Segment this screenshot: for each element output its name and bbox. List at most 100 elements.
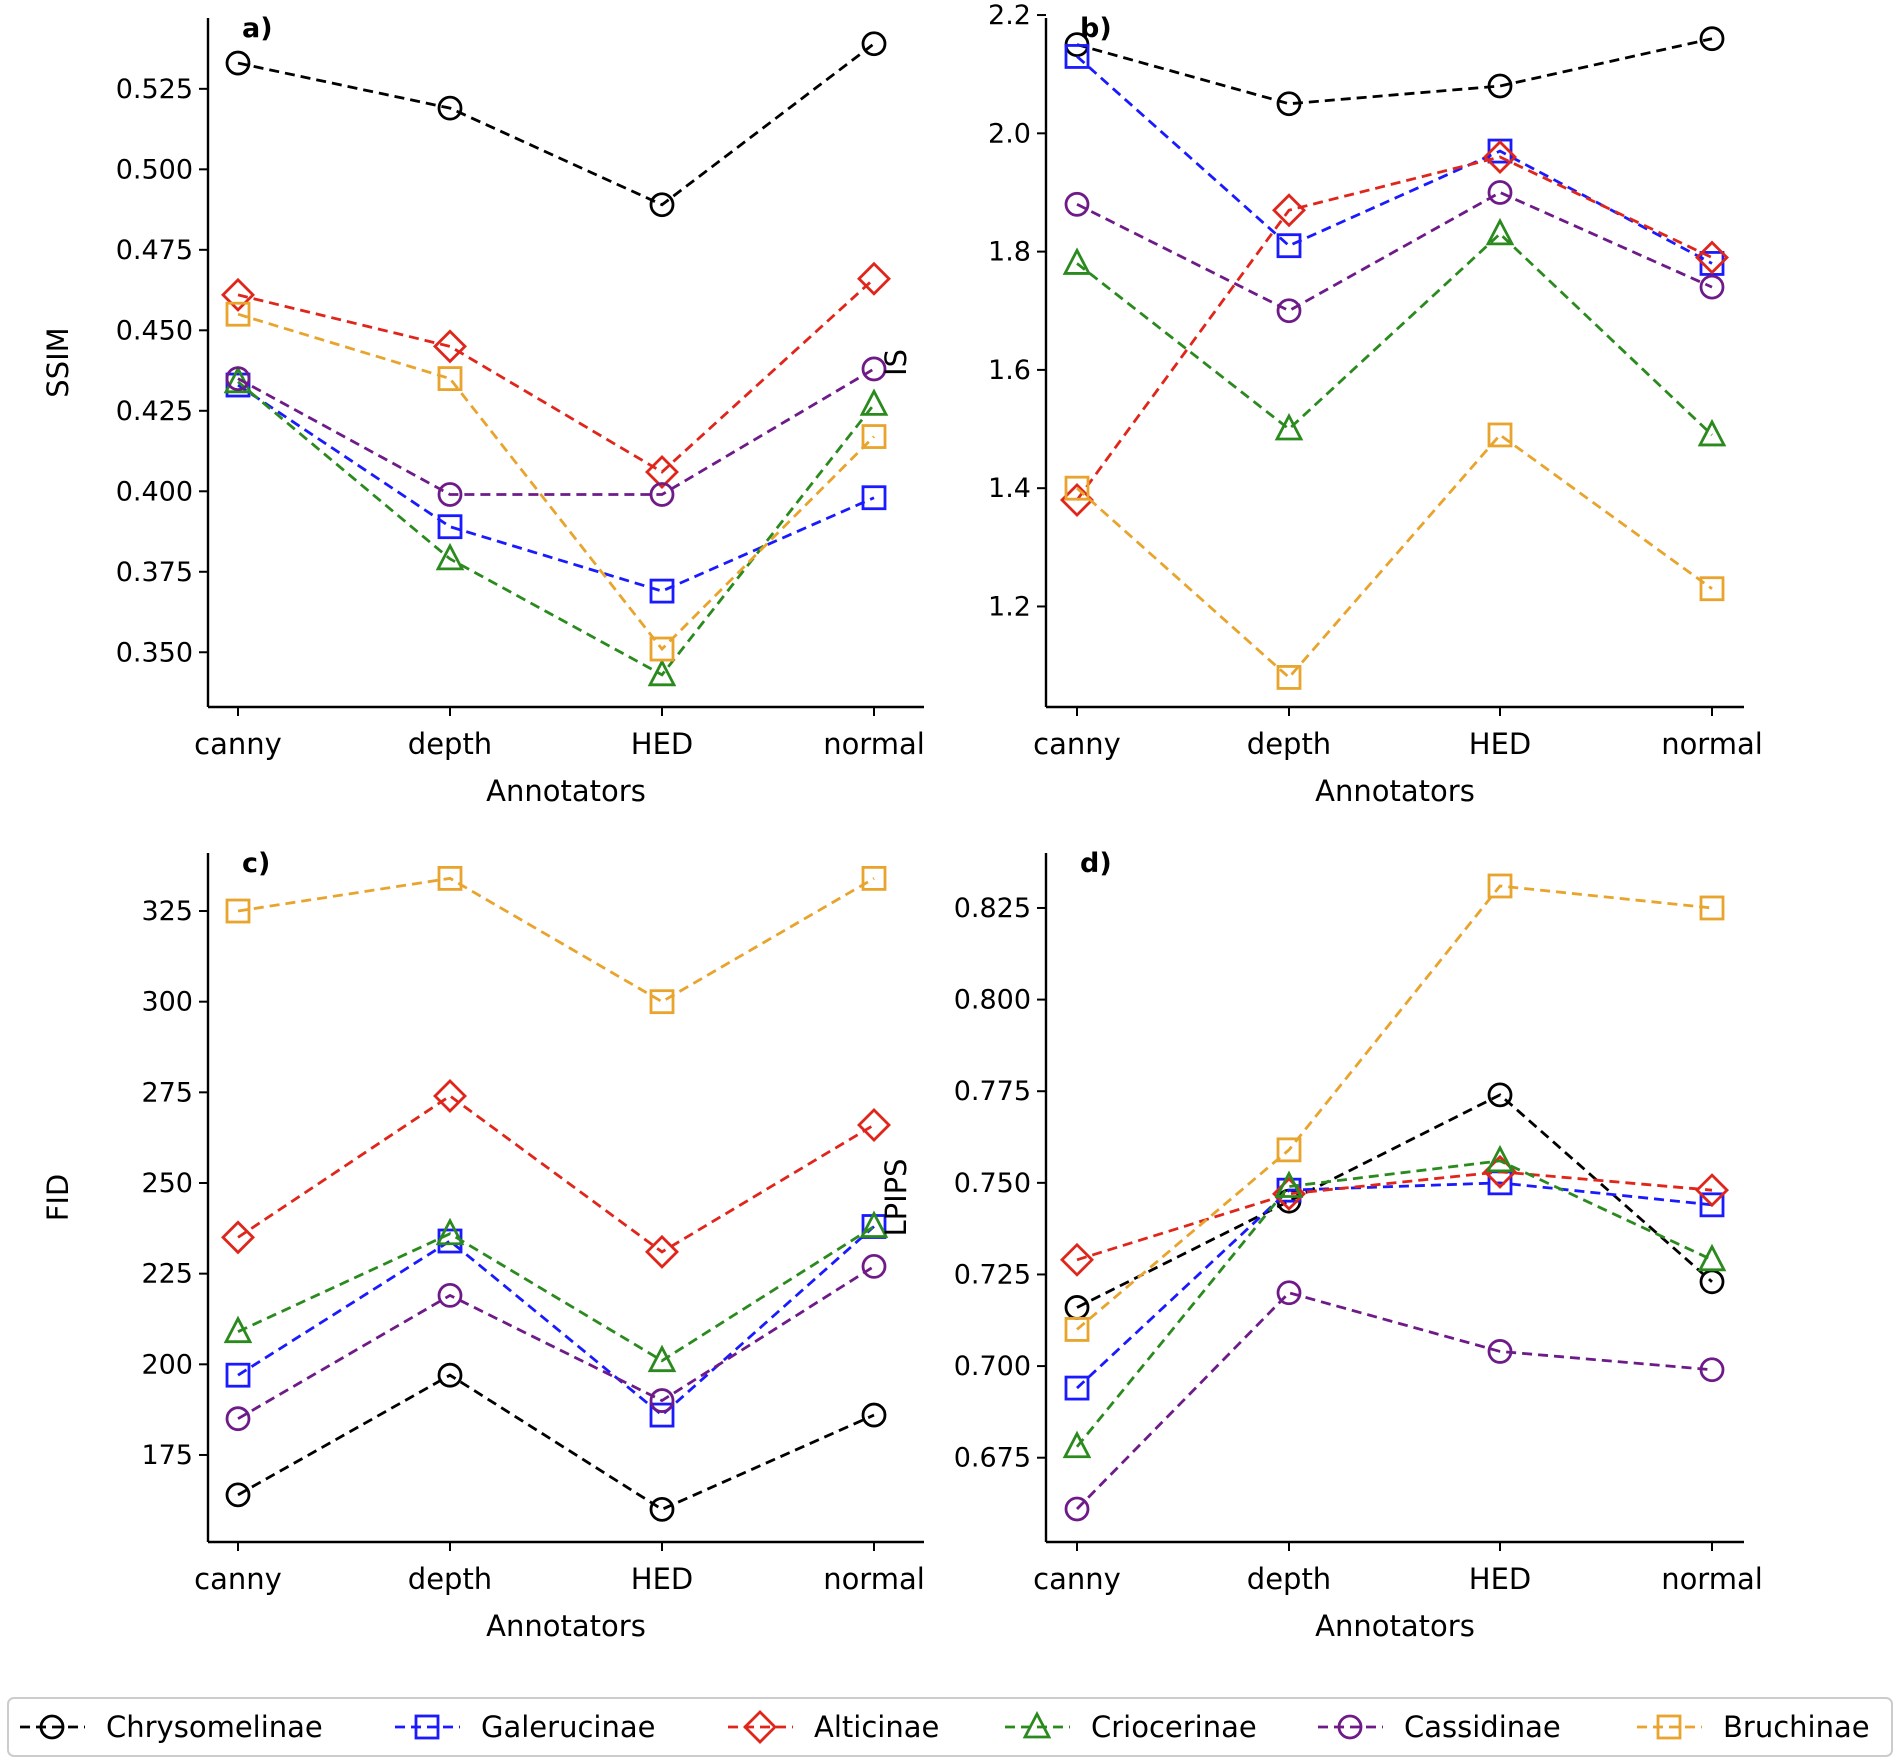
data-point xyxy=(1699,576,1725,602)
data-point xyxy=(649,482,675,507)
data-point xyxy=(1276,665,1302,690)
series-galerucinae xyxy=(1064,44,1725,276)
data-point xyxy=(647,658,677,687)
legend-entry-bruchinae: Bruchinae xyxy=(1637,1710,1870,1744)
data-point xyxy=(1276,298,1302,324)
data-point xyxy=(1487,180,1513,205)
data-point xyxy=(225,898,251,924)
data-point xyxy=(1062,1430,1092,1459)
data-point xyxy=(433,329,467,364)
series-line xyxy=(237,876,875,1004)
data-point xyxy=(1274,413,1304,441)
legend-marker xyxy=(1656,1714,1682,1740)
data-point xyxy=(1062,247,1092,275)
series-line xyxy=(1076,1093,1713,1309)
data-point xyxy=(859,388,889,416)
y-tick-label: 200 xyxy=(141,1349,193,1380)
data-point xyxy=(437,1362,463,1388)
series-line xyxy=(1076,1170,1713,1262)
x-tick-label: normal xyxy=(823,727,925,761)
y-tick-label: 2.2 xyxy=(988,0,1031,31)
series-line xyxy=(1075,1159,1713,1448)
y-tick-label: 0.775 xyxy=(954,1076,1031,1107)
series-galerucinae xyxy=(225,372,887,604)
data-point xyxy=(1483,140,1517,174)
y-tick-label: 225 xyxy=(141,1259,193,1290)
data-point xyxy=(225,1362,251,1388)
data-point xyxy=(1064,1317,1090,1342)
series-alticinae xyxy=(1060,140,1729,517)
y-tick-label: 0.800 xyxy=(954,985,1031,1016)
legend-entry-alticinae: Alticinae xyxy=(728,1710,939,1744)
data-point xyxy=(1064,191,1090,217)
legend-entry-chrysomelinae: Chrysomelinae xyxy=(20,1710,323,1744)
series-line xyxy=(237,367,875,496)
y-tick-label: 1.6 xyxy=(988,355,1031,386)
y-tick-label: 175 xyxy=(141,1440,193,1471)
y-axis-title: LPIPS xyxy=(879,1158,913,1236)
y-axis-title: IS xyxy=(879,349,913,376)
series-alticinae xyxy=(221,1078,891,1269)
legend-marker xyxy=(743,1710,777,1744)
data-point xyxy=(1697,418,1727,447)
y-tick-label: 2.0 xyxy=(988,118,1031,149)
data-point xyxy=(1064,475,1090,501)
series-cassidinae xyxy=(225,356,887,507)
series-chrysomelinae xyxy=(1064,26,1725,117)
series-line xyxy=(1075,155,1713,501)
legend-marker xyxy=(1337,1714,1363,1740)
x-tick-label: depth xyxy=(1247,1562,1331,1596)
y-tick-label: 250 xyxy=(141,1168,193,1199)
data-point xyxy=(649,192,675,218)
series-chrysomelinae xyxy=(225,31,887,218)
data-point xyxy=(435,1217,465,1246)
legend-marker xyxy=(1022,1710,1052,1739)
data-point xyxy=(649,578,675,604)
x-tick-label: normal xyxy=(1661,727,1763,761)
y-tick-label: 0.825 xyxy=(954,893,1031,924)
data-point xyxy=(1276,1280,1302,1306)
data-point xyxy=(1699,274,1725,300)
x-tick-label: canny xyxy=(194,727,282,761)
legend-label: Criocerinae xyxy=(1091,1710,1257,1744)
data-point xyxy=(1485,217,1515,246)
legend-marker xyxy=(39,1714,65,1740)
y-tick-label: 0.750 xyxy=(954,1168,1031,1199)
series-line xyxy=(1076,1291,1713,1510)
data-point xyxy=(223,1315,253,1344)
chart-panel-c: 175 200 225 250 275 300 325 canny depth HED normal… xyxy=(41,848,925,1643)
data-point xyxy=(1695,240,1729,275)
data-point xyxy=(649,989,675,1015)
series-line xyxy=(1076,55,1713,265)
x-tick-label: canny xyxy=(1033,1562,1121,1596)
data-point xyxy=(221,1220,255,1255)
y-tick-label: 1.4 xyxy=(988,473,1031,504)
data-point xyxy=(1487,73,1513,99)
data-point xyxy=(861,31,887,57)
x-axis-title: Annotators xyxy=(486,1609,646,1643)
data-point xyxy=(859,1210,889,1238)
data-point xyxy=(857,261,891,296)
legend-label: Alticinae xyxy=(814,1710,939,1744)
legend-label: Chrysomelinae xyxy=(106,1710,323,1744)
x-tick-label: normal xyxy=(823,1562,925,1596)
series-line xyxy=(1076,37,1713,106)
legend-entry-cassidinae: Cassidinae xyxy=(1318,1710,1561,1744)
chart-panels: 0.350 0.375 0.400 0.425 0.450 0.475 0.500 0.525… xyxy=(41,0,1763,1643)
data-point xyxy=(437,514,463,540)
data-point xyxy=(1699,1357,1725,1383)
legend-entry-criocerinae: Criocerinae xyxy=(1005,1710,1257,1744)
series-criocerinae xyxy=(1062,1144,1727,1459)
data-point xyxy=(437,95,463,121)
y-tick-label: 0.700 xyxy=(954,1351,1031,1382)
series-bruchinae xyxy=(1064,422,1725,690)
x-tick-label: HED xyxy=(1469,1562,1531,1596)
y-tick-label: 1.2 xyxy=(988,591,1031,622)
series-line xyxy=(1076,433,1713,680)
series-line xyxy=(1076,231,1713,436)
x-tick-label: HED xyxy=(631,1562,693,1596)
x-axis-title: Annotators xyxy=(486,774,646,808)
data-point xyxy=(649,1388,675,1413)
data-point xyxy=(649,1402,675,1428)
